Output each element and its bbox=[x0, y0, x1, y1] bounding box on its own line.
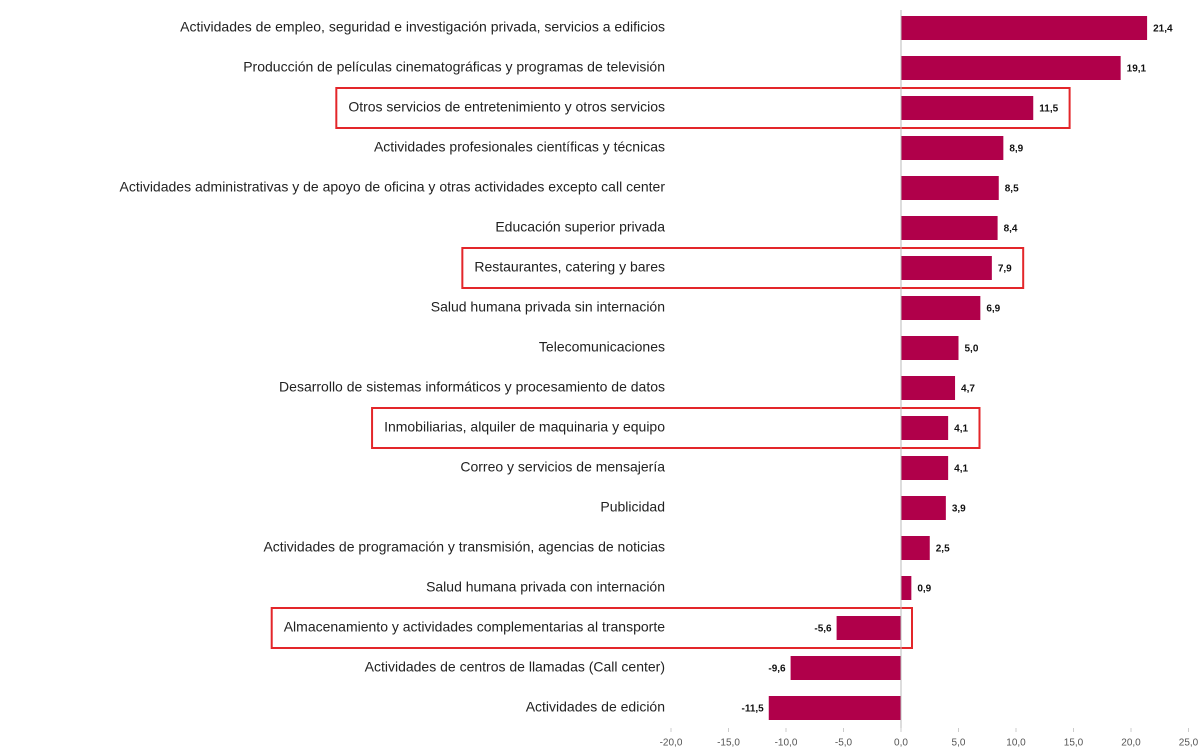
x-tick-label: 15,0 bbox=[1064, 738, 1084, 749]
category-label: Producción de películas cinematográficas… bbox=[243, 59, 665, 75]
category-label: Educación superior privada bbox=[495, 219, 665, 235]
value-label: 7,9 bbox=[998, 264, 1012, 275]
x-tick-label: -15,0 bbox=[717, 738, 740, 749]
value-label: 2,5 bbox=[936, 544, 950, 555]
x-tick-label: -10,0 bbox=[775, 738, 798, 749]
category-label: Actividades administrativas y de apoyo d… bbox=[119, 179, 665, 195]
category-label: Inmobiliarias, alquiler de maquinaria y … bbox=[384, 419, 665, 435]
category-label: Restaurantes, catering y bares bbox=[474, 259, 665, 275]
bar bbox=[901, 336, 959, 360]
category-label: Desarrollo de sistemas informáticos y pr… bbox=[279, 379, 665, 395]
value-label: 4,1 bbox=[954, 464, 968, 475]
value-label: 6,9 bbox=[986, 304, 1000, 315]
bar bbox=[790, 656, 901, 680]
bar bbox=[901, 576, 912, 600]
value-label: 0,9 bbox=[917, 584, 931, 595]
bar bbox=[901, 456, 949, 480]
highlight-box bbox=[335, 87, 1071, 129]
category-label: Publicidad bbox=[600, 499, 665, 515]
value-label: 8,9 bbox=[1009, 144, 1023, 155]
bar bbox=[768, 696, 901, 720]
bar bbox=[901, 16, 1148, 40]
value-label: 4,1 bbox=[954, 424, 968, 435]
x-tick-label: 0,0 bbox=[894, 738, 908, 749]
bar bbox=[901, 96, 1034, 120]
bar bbox=[836, 616, 901, 640]
highlight-box bbox=[371, 407, 981, 449]
value-label: 4,7 bbox=[961, 384, 975, 395]
bar bbox=[901, 216, 998, 240]
bar bbox=[901, 176, 999, 200]
value-label: -5,6 bbox=[814, 624, 832, 635]
value-label: 8,5 bbox=[1005, 184, 1019, 195]
bar bbox=[901, 416, 949, 440]
highlight-box bbox=[461, 247, 1025, 289]
category-label: Actividades de empleo, seguridad e inves… bbox=[180, 19, 665, 35]
category-label: Actividades de centros de llamadas (Call… bbox=[365, 659, 665, 675]
category-label: Salud humana privada con internación bbox=[426, 579, 665, 595]
x-tick-label: 5,0 bbox=[952, 738, 966, 749]
bar bbox=[901, 296, 981, 320]
bar bbox=[901, 256, 992, 280]
value-label: 8,4 bbox=[1004, 224, 1018, 235]
bar bbox=[901, 376, 956, 400]
value-label: 5,0 bbox=[965, 344, 979, 355]
x-tick-label: 20,0 bbox=[1121, 738, 1141, 749]
category-label: Actividades de edición bbox=[526, 699, 665, 715]
category-label: Otros servicios de entretenimiento y otr… bbox=[348, 99, 665, 115]
value-label: -9,6 bbox=[768, 664, 786, 675]
category-label: Correo y servicios de mensajería bbox=[460, 459, 665, 475]
value-label: 19,1 bbox=[1127, 64, 1147, 75]
bar bbox=[901, 136, 1004, 160]
category-label: Almacenamiento y actividades complementa… bbox=[284, 619, 666, 635]
bar bbox=[901, 496, 946, 520]
value-label: 11,5 bbox=[1039, 104, 1058, 115]
x-tick-label: -5,0 bbox=[835, 738, 853, 749]
x-tick-label: 10,0 bbox=[1006, 738, 1026, 749]
value-label: -11,5 bbox=[742, 704, 765, 715]
category-label: Salud humana privada sin internación bbox=[431, 299, 665, 315]
x-tick-label: -20,0 bbox=[660, 738, 683, 749]
value-label: 21,4 bbox=[1153, 24, 1173, 35]
bar bbox=[901, 536, 930, 560]
category-label: Actividades de programación y transmisió… bbox=[263, 539, 665, 555]
category-label: Telecomunicaciones bbox=[539, 339, 665, 355]
highlight-box bbox=[270, 607, 913, 649]
bar bbox=[901, 56, 1121, 80]
category-label: Actividades profesionales científicas y … bbox=[374, 139, 665, 155]
x-tick-label: 25,0 bbox=[1179, 738, 1199, 749]
value-label: 3,9 bbox=[952, 504, 966, 515]
